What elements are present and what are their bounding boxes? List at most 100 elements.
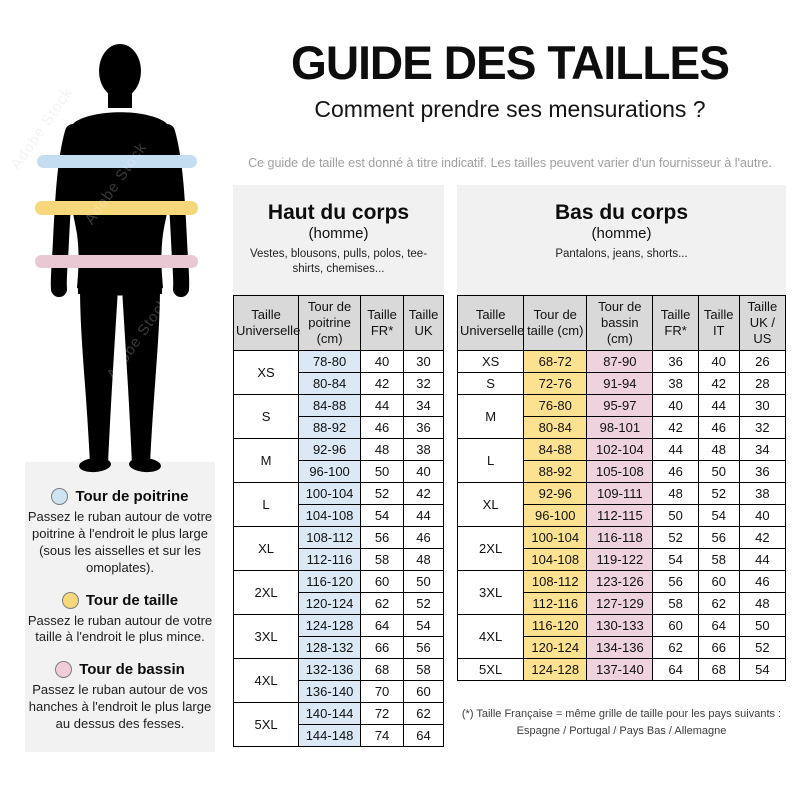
data-cell: 50 (403, 570, 444, 593)
universal-size-cell: XL (232, 526, 300, 571)
table-row: 80-84 42 32 (234, 372, 444, 395)
column-header: Tour de bassin (cm) (586, 295, 654, 351)
legend-item-hips: Tour de bassin Passez le ruban autour de… (25, 661, 215, 733)
data-cell: 123-126 (586, 570, 654, 593)
data-cell: 130-133 (586, 614, 654, 637)
lower-body-section-header: Bas du corps (homme) Pantalons, jeans, s… (457, 185, 786, 295)
chest-measure-band (37, 155, 197, 168)
data-cell: 104-108 (523, 548, 588, 571)
universal-size-cell: S (232, 394, 300, 439)
data-cell: 137-140 (586, 658, 654, 681)
data-cell: 42 (403, 482, 444, 505)
data-cell: 50 (697, 460, 740, 483)
column-header: Tour de taille (cm) (523, 295, 588, 351)
data-cell: 48 (697, 438, 740, 461)
table-row: 2XL 116-120 60 50 (232, 570, 444, 615)
footnote: (*) Taille Française = même grille de ta… (457, 706, 786, 740)
legend-panel-background (25, 462, 215, 752)
data-cell: 46 (360, 416, 405, 439)
hips-color-dot-icon (55, 661, 73, 679)
hips-measure-band (35, 255, 198, 268)
table-row: 104-108 54 44 (234, 504, 444, 527)
table-row: 80-84 98-101 42 46 32 (458, 416, 787, 439)
data-cell: 62 (360, 592, 405, 615)
upper-body-size-table: Taille Universelle Tour de poitrine (cm) T… (232, 295, 444, 747)
data-cell: 50 (360, 460, 405, 483)
data-cell: 116-120 (298, 570, 362, 593)
universal-size-cell: 5XL (456, 658, 525, 681)
universal-size-cell: M (456, 394, 525, 439)
section-title: Bas du corps (554, 201, 689, 224)
data-cell: 134-136 (586, 636, 654, 659)
data-cell: 42 (697, 372, 740, 395)
universal-size-cell: 2XL (232, 570, 300, 615)
data-cell: 120-124 (298, 592, 362, 615)
data-cell: 54 (403, 614, 444, 637)
data-cell: 46 (738, 570, 787, 593)
data-cell: 62 (697, 592, 740, 615)
data-cell: 104-108 (298, 504, 362, 527)
section-title: Haut du corps (267, 201, 410, 224)
data-cell: 52 (360, 482, 405, 505)
data-cell: 127-129 (586, 592, 654, 615)
table-row: 88-92 105-108 46 50 36 (458, 460, 787, 483)
data-cell: 116-120 (523, 614, 588, 637)
data-cell: 26 (738, 350, 787, 373)
table-row: 128-132 66 56 (234, 636, 444, 659)
footnote-line: Espagne / Portugal / Pays Bas / Allemagn… (516, 725, 727, 738)
data-cell: 70 (360, 680, 405, 703)
data-cell: 132-136 (298, 658, 362, 681)
data-cell: 44 (403, 504, 444, 527)
data-cell: 64 (652, 658, 699, 681)
table-row: S 72-76 91-94 38 42 28 (456, 372, 787, 395)
data-cell: 116-118 (586, 526, 654, 549)
table-row: 96-100 112-115 50 54 40 (458, 504, 787, 527)
data-cell: 91-94 (586, 372, 654, 395)
data-cell: 112-116 (298, 548, 362, 571)
data-cell: 74 (360, 724, 405, 747)
data-cell: 40 (738, 504, 787, 527)
data-cell: 60 (697, 570, 740, 593)
data-cell: 42 (652, 416, 699, 439)
universal-size-cell: 2XL (456, 526, 525, 571)
data-cell: 56 (360, 526, 405, 549)
universal-size-cell: L (232, 482, 300, 527)
table-row: 3XL 108-112 123-126 56 60 46 (456, 570, 787, 615)
data-cell: 128-132 (298, 636, 362, 659)
universal-size-cell: 4XL (456, 614, 525, 659)
measurement-legend: Tour de poitrine Passez le ruban autour … (25, 462, 215, 748)
data-cell: 40 (403, 460, 444, 483)
universal-size-cell: 5XL (232, 702, 300, 747)
data-cell: 84-88 (298, 394, 362, 417)
universal-size-cell: 3XL (232, 614, 300, 659)
data-cell: 46 (403, 526, 444, 549)
universal-size-cell: L (456, 438, 525, 483)
data-cell: 54 (697, 504, 740, 527)
table-row: 144-148 74 64 (234, 724, 444, 747)
data-cell: 52 (738, 636, 787, 659)
data-cell: 48 (652, 482, 699, 505)
column-header: Taille FR* (652, 295, 699, 351)
column-header: Taille Universelle (232, 295, 300, 351)
data-cell: 44 (652, 438, 699, 461)
table-row: M 92-96 48 38 (232, 438, 444, 483)
legend-item-title: Tour de taille (85, 591, 179, 609)
column-header: Taille FR* (360, 295, 405, 351)
data-cell: 92-96 (523, 482, 588, 505)
data-cell: 38 (652, 372, 699, 395)
data-cell: 92-96 (298, 438, 362, 461)
universal-size-cell: M (232, 438, 300, 483)
table-row: 88-92 46 36 (234, 416, 444, 439)
data-cell: 66 (360, 636, 405, 659)
data-cell: 42 (360, 372, 405, 395)
column-header: Taille Universelle (456, 295, 524, 351)
data-cell: 58 (697, 548, 740, 571)
data-cell: 30 (403, 350, 444, 373)
data-cell: 88-92 (523, 460, 588, 483)
data-cell: 34 (738, 438, 787, 461)
table-row: M 76-80 95-97 40 44 30 (456, 394, 787, 439)
table-row: 112-116 127-129 58 62 48 (458, 592, 787, 615)
table-row: XS 68-72 87-90 36 40 26 (456, 350, 787, 373)
data-cell: 44 (697, 394, 740, 417)
